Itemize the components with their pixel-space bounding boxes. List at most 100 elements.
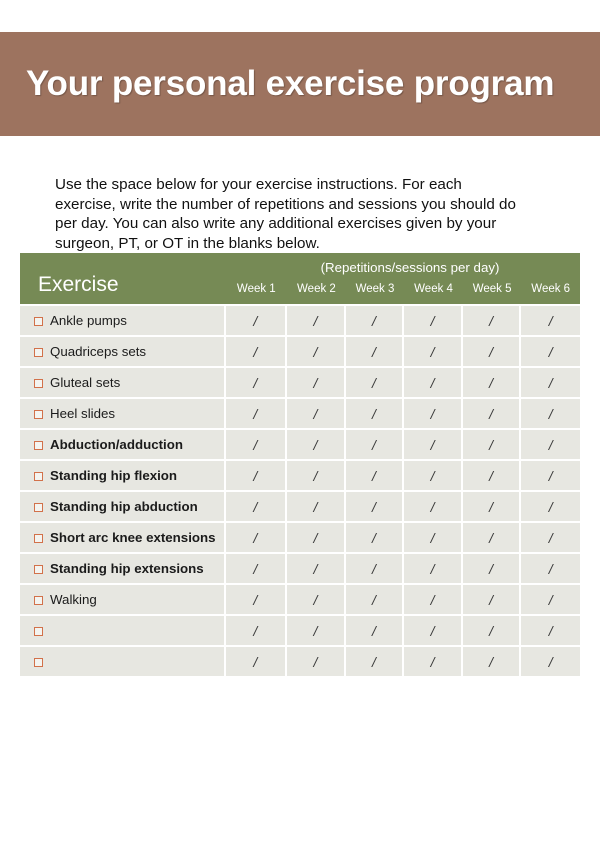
- exercise-label: Ankle pumps: [50, 312, 127, 328]
- checkbox-icon[interactable]: [34, 533, 43, 543]
- exercise-label: Short arc knee extensions: [50, 529, 216, 545]
- week-entry-cell[interactable]: /: [345, 304, 405, 335]
- checkbox-icon[interactable]: [34, 657, 43, 667]
- week-entry-cell[interactable]: /: [225, 583, 288, 614]
- week-entry-cell[interactable]: /: [287, 428, 346, 459]
- week-entry-cell[interactable]: /: [287, 366, 346, 397]
- week-entry-cell[interactable]: /: [521, 552, 580, 583]
- exercise-name-cell: Quadriceps sets: [20, 335, 226, 366]
- week-entry-cell[interactable]: /: [462, 304, 522, 335]
- week-entry-cell[interactable]: /: [345, 645, 405, 676]
- week-entry-cell[interactable]: /: [521, 428, 580, 459]
- column-header-week-3: Week 3: [345, 253, 405, 304]
- exercise-name-cell: Standing hip flexion: [20, 459, 226, 490]
- exercise-program-table-wrapper: Exercise Week 1 Week 2 Week 3 Week 4 Wee…: [20, 253, 580, 676]
- week-entry-cell[interactable]: /: [287, 583, 346, 614]
- checkbox-icon[interactable]: [34, 316, 43, 326]
- week-entry-cell[interactable]: /: [404, 552, 463, 583]
- week-entry-cell[interactable]: /: [404, 366, 463, 397]
- week-entry-cell[interactable]: /: [225, 614, 288, 645]
- week-entry-cell[interactable]: /: [225, 304, 288, 335]
- week-entry-cell[interactable]: /: [404, 614, 463, 645]
- checkbox-icon[interactable]: [34, 595, 43, 605]
- week-entry-cell[interactable]: /: [521, 521, 580, 552]
- week-entry-cell[interactable]: /: [225, 521, 288, 552]
- week-entry-cell[interactable]: /: [345, 397, 405, 428]
- week-entry-cell[interactable]: /: [521, 583, 580, 614]
- week-entry-cell[interactable]: /: [462, 459, 522, 490]
- checkbox-icon[interactable]: [34, 502, 43, 512]
- week-entry-cell[interactable]: /: [345, 583, 405, 614]
- checkbox-icon[interactable]: [34, 440, 43, 450]
- page-title: Your personal exercise program: [26, 64, 555, 103]
- week-entry-cell[interactable]: /: [225, 490, 288, 521]
- week-entry-cell[interactable]: /: [225, 428, 288, 459]
- table-row: Standing hip abduction / / / / / /: [20, 490, 580, 521]
- exercise-label: Walking: [50, 591, 97, 607]
- week-entry-cell[interactable]: /: [521, 304, 580, 335]
- week-entry-cell[interactable]: /: [404, 490, 463, 521]
- exercise-name-cell: Standing hip extensions: [20, 552, 226, 583]
- checkbox-icon[interactable]: [34, 626, 43, 636]
- week-entry-cell[interactable]: /: [345, 490, 405, 521]
- week-entry-cell[interactable]: /: [462, 645, 522, 676]
- week-entry-cell[interactable]: /: [462, 335, 522, 366]
- week-entry-cell[interactable]: /: [404, 397, 463, 428]
- checkbox-icon[interactable]: [34, 378, 43, 388]
- week-entry-cell[interactable]: /: [287, 521, 346, 552]
- week-entry-cell[interactable]: /: [462, 397, 522, 428]
- week-entry-cell[interactable]: /: [462, 490, 522, 521]
- week-entry-cell[interactable]: /: [345, 366, 405, 397]
- table-row: Standing hip flexion / / / / / /: [20, 459, 580, 490]
- week-entry-cell[interactable]: /: [225, 459, 288, 490]
- week-entry-cell[interactable]: /: [404, 428, 463, 459]
- week-entry-cell[interactable]: /: [462, 428, 522, 459]
- week-entry-cell[interactable]: /: [345, 428, 405, 459]
- week-entry-cell[interactable]: /: [462, 521, 522, 552]
- week-entry-cell[interactable]: /: [521, 366, 580, 397]
- week-entry-cell[interactable]: /: [225, 335, 288, 366]
- week-entry-cell[interactable]: /: [345, 521, 405, 552]
- week-entry-cell[interactable]: /: [287, 645, 346, 676]
- week-entry-cell[interactable]: /: [521, 459, 580, 490]
- exercise-label: Standing hip abduction: [50, 498, 198, 514]
- checkbox-icon[interactable]: [34, 347, 43, 357]
- week-entry-cell[interactable]: /: [404, 459, 463, 490]
- exercise-name-cell: Short arc knee extensions: [20, 521, 226, 552]
- week-entry-cell[interactable]: /: [287, 614, 346, 645]
- week-entry-cell[interactable]: /: [345, 552, 405, 583]
- week-entry-cell[interactable]: /: [521, 335, 580, 366]
- week-entry-cell[interactable]: /: [345, 614, 405, 645]
- week-entry-cell[interactable]: /: [462, 552, 522, 583]
- week-entry-cell[interactable]: /: [287, 397, 346, 428]
- week-entry-cell[interactable]: /: [287, 459, 346, 490]
- week-entry-cell[interactable]: /: [225, 366, 288, 397]
- week-entry-cell[interactable]: /: [404, 583, 463, 614]
- week-entry-cell[interactable]: /: [225, 645, 288, 676]
- week-entry-cell[interactable]: /: [404, 304, 463, 335]
- week-entry-cell[interactable]: /: [345, 335, 405, 366]
- week-entry-cell[interactable]: /: [462, 583, 522, 614]
- week-entry-cell[interactable]: /: [287, 335, 346, 366]
- checkbox-icon[interactable]: [34, 409, 43, 419]
- week-entry-cell[interactable]: /: [345, 459, 405, 490]
- week-entry-cell[interactable]: /: [287, 490, 346, 521]
- week-entry-cell[interactable]: /: [225, 397, 288, 428]
- checkbox-icon[interactable]: [34, 471, 43, 481]
- exercise-label: Gluteal sets: [50, 374, 121, 390]
- page-banner: Your personal exercise program: [0, 32, 600, 136]
- week-entry-cell[interactable]: /: [462, 366, 522, 397]
- week-entry-cell[interactable]: /: [521, 397, 580, 428]
- week-entry-cell[interactable]: /: [287, 304, 346, 335]
- week-entry-cell[interactable]: /: [462, 614, 522, 645]
- week-entry-cell[interactable]: /: [404, 521, 463, 552]
- week-entry-cell[interactable]: /: [404, 645, 463, 676]
- week-entry-cell[interactable]: /: [521, 645, 580, 676]
- week-entry-cell[interactable]: /: [287, 552, 346, 583]
- week-entry-cell[interactable]: /: [521, 490, 580, 521]
- week-entry-cell[interactable]: /: [404, 335, 463, 366]
- week-entry-cell[interactable]: /: [521, 614, 580, 645]
- checkbox-icon[interactable]: [34, 564, 43, 574]
- table-row: Short arc knee extensions / / / / / /: [20, 521, 580, 552]
- week-entry-cell[interactable]: /: [225, 552, 288, 583]
